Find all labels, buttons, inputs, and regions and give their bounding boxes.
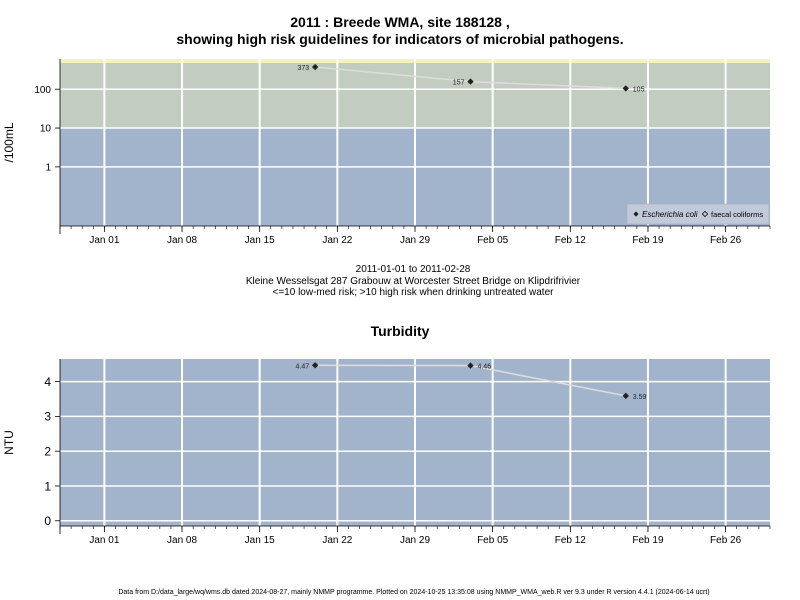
x-tick-label-1-3: Jan 22 xyxy=(322,535,352,546)
x-tick-label-0-2: Jan 15 xyxy=(245,235,275,246)
y-axis-label-1: NTU xyxy=(2,430,16,455)
legend-label-faecal: faecal coliforms xyxy=(711,210,763,219)
x-tick-label-1-6: Feb 12 xyxy=(555,535,587,546)
y-tick-label-0-1: 10 xyxy=(40,124,52,135)
x-tick-label-1-2: Jan 15 xyxy=(245,535,275,546)
data-point-0-0 xyxy=(311,63,319,71)
legend-marker-faecal xyxy=(701,210,709,218)
site-caption: Kleine Wesselsgat 287 Grabouw at Worcest… xyxy=(245,276,581,287)
x-tick-label-0-7: Feb 19 xyxy=(632,235,664,246)
x-tick-label-0-5: Feb 05 xyxy=(477,235,509,246)
x-tick-label-1-8: Feb 26 xyxy=(710,535,742,546)
x-tick-label-0-3: Jan 22 xyxy=(322,235,352,246)
date-range-caption: 2011-01-01 to 2011-02-28 xyxy=(355,264,471,275)
data-point-1-2 xyxy=(622,392,629,400)
turbidity-title: Turbidity xyxy=(370,323,430,339)
x-tick-label-0-8: Feb 26 xyxy=(710,235,742,246)
legend-marker-ecoli xyxy=(633,211,639,217)
footer-note: Data from D:/data_large/wq/wms.db dated … xyxy=(118,589,710,596)
data-label-1-2: 3.59 xyxy=(633,394,647,401)
data-label-0-1: 157 xyxy=(453,80,465,87)
data-point-1-1 xyxy=(467,362,474,369)
data-label-1-1: 4.46 xyxy=(477,364,491,371)
data-point-0-2 xyxy=(622,85,629,92)
x-tick-label-0-6: Feb 12 xyxy=(555,235,587,246)
data-label-0-0: 373 xyxy=(297,65,309,72)
x-tick-label-0-0: Jan 01 xyxy=(89,235,119,246)
y-tick-label-1-3: 3 xyxy=(44,410,51,424)
chart-title-line-1: 2011 : Breede WMA, site 188128 , xyxy=(290,14,510,30)
x-tick-label-0-4: Jan 29 xyxy=(400,235,430,246)
y-tick-label-1-0: 0 xyxy=(44,514,51,528)
x-tick-label-1-1: Jan 08 xyxy=(167,535,197,546)
x-tick-label-1-7: Feb 19 xyxy=(632,535,664,546)
data-point-0-1 xyxy=(467,78,474,85)
x-tick-label-1-5: Feb 05 xyxy=(477,535,509,546)
data-label-0-2: 105 xyxy=(633,86,645,93)
x-tick-label-0-1: Jan 08 xyxy=(167,235,197,246)
x-tick-label-1-0: Jan 01 xyxy=(89,535,119,546)
y-tick-label-1-1: 1 xyxy=(44,479,51,493)
x-tick-label-1-4: Jan 29 xyxy=(400,535,430,546)
legend-box xyxy=(626,203,770,225)
y-tick-label-0-2: 100 xyxy=(34,85,51,96)
chart-title-line-2: showing high risk guidelines for indicat… xyxy=(176,31,624,47)
y-tick-label-0-0: 1 xyxy=(45,162,51,173)
data-label-1-0: 4.47 xyxy=(296,363,310,370)
data-point-1-0 xyxy=(311,362,319,369)
y-axis-label-0: /100mL xyxy=(2,122,16,162)
y-tick-label-1-2: 2 xyxy=(44,445,51,459)
legend-label-ecoli: Escherichia coli xyxy=(642,210,698,219)
y-tick-label-1-4: 4 xyxy=(44,375,51,389)
guideline-caption: <=10 low-med risk; >10 high risk when dr… xyxy=(272,287,554,298)
